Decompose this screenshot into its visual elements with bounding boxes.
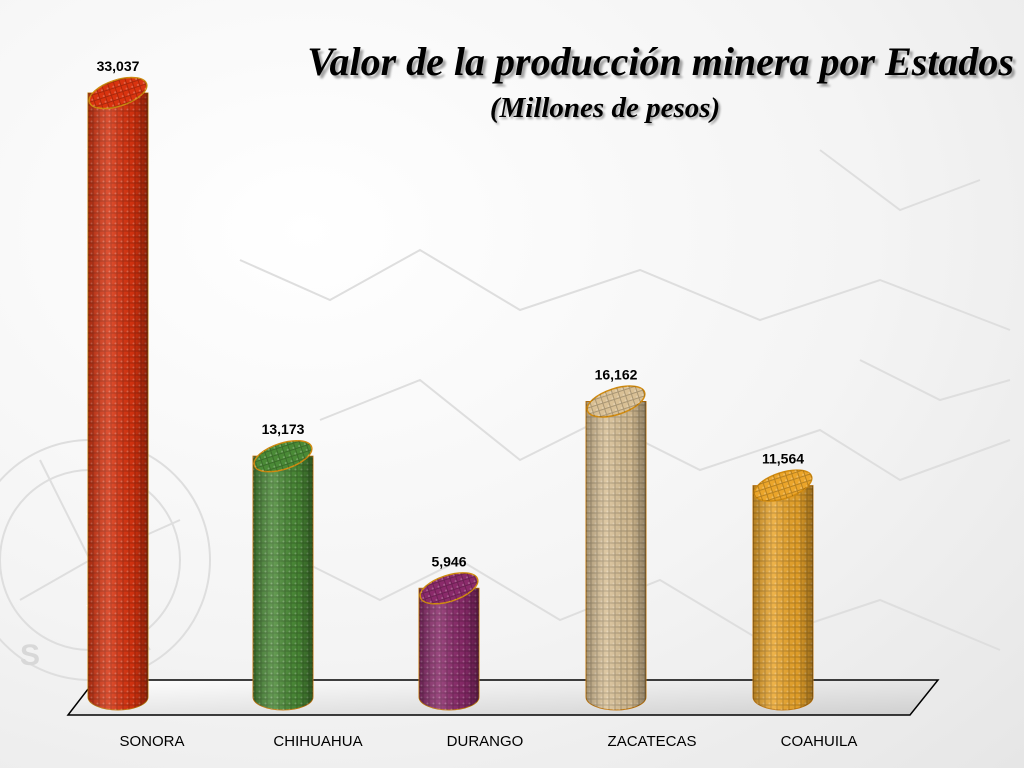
labels: 33,037 SONORA 13,173 CHIHUAHUA 5,946 DURANGO 1…: [97, 58, 858, 750]
bar-coahuila: [752, 469, 814, 711]
data-label: 11,564: [762, 451, 804, 467]
data-label: 13,173: [262, 421, 305, 437]
bar-top-texture: [89, 77, 147, 109]
bar-shading: [419, 588, 479, 710]
bar-top-texture: [254, 440, 312, 472]
category-label: SONORA: [119, 733, 184, 750]
compass-s-icon: S: [20, 639, 40, 672]
bar-durango: [418, 572, 480, 711]
bar-top-texture: [420, 572, 478, 604]
chart-subtitle: (Millones de pesos): [489, 92, 721, 124]
data-label: 5,946: [431, 553, 466, 569]
bar-shading: [753, 485, 813, 710]
bar-zacatecas: [585, 385, 647, 711]
bar-top-texture: [587, 386, 645, 417]
bar-shading: [253, 456, 313, 710]
category-label: DURANGO: [447, 733, 524, 750]
bars: [87, 76, 814, 711]
chart-title: Valor de la producción minera por Estado…: [307, 39, 1014, 84]
bar-chihuahua: [252, 439, 314, 711]
bar-top-texture: [754, 470, 812, 502]
category-label: COAHUILA: [781, 733, 858, 750]
bar-shading: [88, 93, 148, 710]
category-label: ZACATECAS: [608, 733, 697, 750]
bar-sonora: [87, 76, 149, 711]
data-label: 16,162: [595, 367, 638, 383]
category-label: CHIHUAHUA: [273, 733, 362, 750]
bar-shading: [586, 401, 646, 710]
data-label: 33,037: [97, 58, 140, 74]
